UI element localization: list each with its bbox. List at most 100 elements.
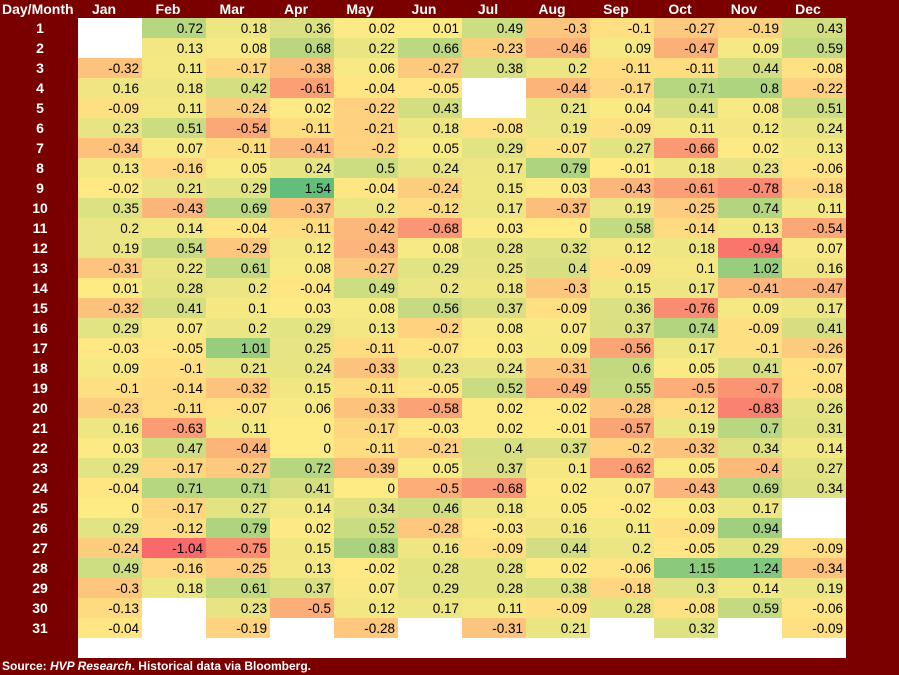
heatmap-cell	[206, 418, 270, 438]
heatmap-cell	[782, 418, 846, 438]
cell-value: 0.54	[177, 241, 204, 256]
heatmap-cell	[462, 398, 526, 418]
cell-value: 0.49	[113, 561, 139, 576]
heatmap-cell	[590, 38, 654, 58]
heatmap-cell	[462, 498, 526, 518]
heatmap-cell	[206, 238, 270, 258]
cell-value: 0.08	[241, 41, 267, 56]
cell-value: 0.44	[753, 61, 780, 76]
cell-value: 0.17	[497, 201, 523, 216]
heatmap-cell	[78, 618, 142, 638]
row-label-13: 13	[32, 260, 48, 276]
cell-value: 0.51	[177, 121, 203, 136]
cell-value: -0.37	[556, 201, 587, 216]
heatmap-cell	[526, 618, 590, 638]
cell-value: 0.27	[241, 501, 267, 516]
heatmap-cell	[78, 538, 142, 558]
row-label-7: 7	[36, 140, 44, 156]
cell-value: -0.06	[812, 601, 843, 616]
cell-value: -0.23	[108, 401, 139, 416]
heatmap-cell	[782, 158, 846, 178]
cell-value: 0.02	[305, 101, 331, 116]
row-label-10: 10	[32, 200, 48, 216]
heatmap-cell	[270, 378, 334, 398]
heatmap-cell	[718, 238, 782, 258]
source-suffix: . Historical data via Bloomberg.	[131, 659, 312, 673]
heatmap-cell	[398, 498, 462, 518]
row-label-26: 26	[32, 520, 48, 536]
cell-value: -0.5	[692, 381, 715, 396]
heatmap-cell	[270, 338, 334, 358]
cell-value: 0.72	[305, 461, 331, 476]
heatmap-cell	[398, 158, 462, 178]
heatmap-cell	[270, 138, 334, 158]
cell-value: 0.27	[817, 461, 843, 476]
cell-value: 0.03	[305, 301, 331, 316]
heatmap-cell	[78, 278, 142, 298]
column-header-mar: Mar	[220, 1, 245, 17]
row-label-18: 18	[32, 360, 48, 376]
heatmap-cell	[782, 578, 846, 598]
heatmap-cell	[334, 578, 398, 598]
cell-value: 0.07	[561, 321, 587, 336]
heatmap-cell	[782, 398, 846, 418]
cell-value: -0.34	[812, 561, 843, 576]
heatmap-cell	[526, 598, 590, 618]
heatmap-cell	[398, 258, 462, 278]
heatmap-cell	[526, 438, 590, 458]
cell-value: -0.21	[364, 121, 395, 136]
heatmap-cell	[334, 138, 398, 158]
cell-value: 0.2	[440, 281, 459, 296]
heatmap-cell	[142, 418, 206, 438]
cell-value: 0.79	[241, 521, 267, 536]
heatmap-cell	[782, 98, 846, 118]
heatmap-cell	[206, 358, 270, 378]
heatmap-cell	[462, 318, 526, 338]
row-label-29: 29	[32, 580, 48, 596]
cell-value: -0.54	[812, 221, 843, 236]
heatmap-cell	[334, 618, 398, 638]
cell-value: 0.41	[305, 481, 331, 496]
heatmap-cell	[654, 338, 718, 358]
cell-value: 1.02	[753, 261, 779, 276]
cell-value: 0.1	[568, 461, 587, 476]
heatmap-cell	[590, 478, 654, 498]
cell-value: 0.34	[817, 481, 844, 496]
cell-value: 0.59	[817, 41, 843, 56]
heatmap-cell	[526, 298, 590, 318]
heatmap-cell	[270, 78, 334, 98]
heatmap-cell	[718, 18, 782, 38]
cell-value: 0.18	[241, 21, 267, 36]
heatmap-cell	[334, 438, 398, 458]
heatmap-cell	[654, 538, 718, 558]
heatmap-cell	[78, 478, 142, 498]
heatmap-cell	[462, 338, 526, 358]
cell-value: -0.17	[172, 461, 203, 476]
heatmap-cell	[590, 618, 654, 638]
column-header-aug: Aug	[538, 1, 565, 17]
cell-value: 0.06	[369, 61, 395, 76]
row-label-20: 20	[32, 400, 48, 416]
cell-value: -0.54	[236, 121, 267, 136]
cell-value: 0.18	[177, 581, 203, 596]
cell-value: -0.28	[620, 401, 651, 416]
heatmap-cell	[206, 118, 270, 138]
heatmap-cell	[206, 498, 270, 518]
cell-value: 0.21	[241, 361, 267, 376]
cell-value: -0.39	[364, 461, 395, 476]
heatmap-cell	[334, 538, 398, 558]
cell-value: -0.43	[172, 201, 203, 216]
cell-value: -0.22	[364, 101, 395, 116]
cell-value: 0.13	[305, 561, 331, 576]
cell-value: 0.08	[753, 101, 779, 116]
cell-value: -0.17	[364, 421, 395, 436]
cell-value: -0.2	[372, 141, 395, 156]
cell-value: -0.05	[428, 81, 459, 96]
heatmap-cell	[462, 18, 526, 38]
cell-value: 0.15	[305, 381, 331, 396]
cell-value: 0.52	[497, 381, 523, 396]
cell-value: -0.56	[620, 341, 651, 356]
cell-value: 0.19	[625, 201, 651, 216]
cell-value: 0.58	[625, 221, 651, 236]
heatmap-cell	[334, 278, 398, 298]
